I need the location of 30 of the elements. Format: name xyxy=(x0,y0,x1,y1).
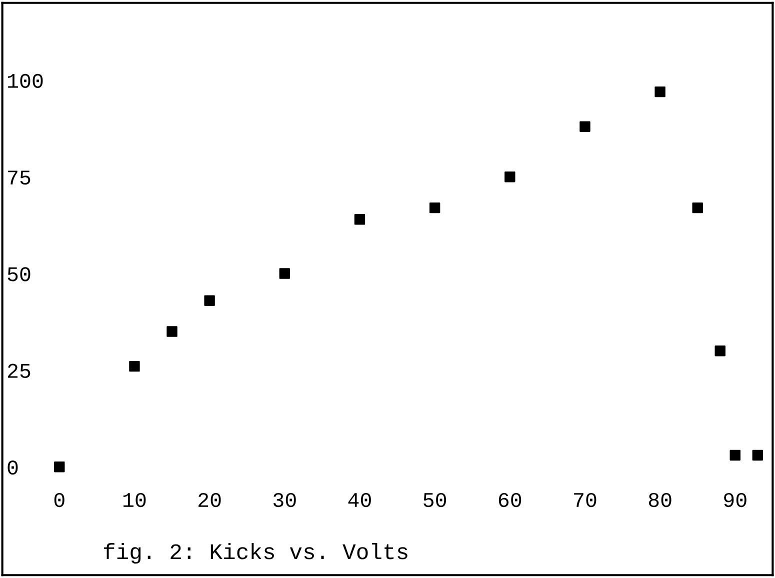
x-tick-label: 10 xyxy=(123,492,146,508)
y-tick-label: 50 xyxy=(8,267,30,282)
point xyxy=(692,202,703,214)
point xyxy=(354,214,366,225)
x-tick-label: 70 xyxy=(574,492,596,508)
annotation: fig. 2: Kicks vs. Volts xyxy=(104,542,408,564)
point xyxy=(714,346,726,356)
point xyxy=(166,326,178,337)
point xyxy=(54,462,65,472)
point xyxy=(654,86,666,98)
point xyxy=(129,360,140,372)
x-tick-label: 60 xyxy=(498,492,522,508)
y-tick-label: 25 xyxy=(8,364,30,378)
y-tick-label: 0 xyxy=(8,460,18,475)
x-tick-label: 90 xyxy=(724,492,746,508)
y-tick-label: 100 xyxy=(8,74,43,88)
x-tick-label: 0 xyxy=(54,492,64,508)
point xyxy=(279,268,290,279)
point xyxy=(429,202,440,214)
point xyxy=(580,121,590,132)
y-tick-label: 75 xyxy=(8,170,30,185)
point xyxy=(730,450,740,461)
point xyxy=(752,450,764,461)
x-tick-label: 30 xyxy=(273,492,296,508)
x-tick-label: 40 xyxy=(348,492,371,508)
point xyxy=(504,172,516,182)
point xyxy=(204,295,215,306)
x-tick-label: 80 xyxy=(648,492,672,508)
x-tick-label: 20 xyxy=(198,492,221,508)
x-tick-label: 50 xyxy=(424,492,446,508)
